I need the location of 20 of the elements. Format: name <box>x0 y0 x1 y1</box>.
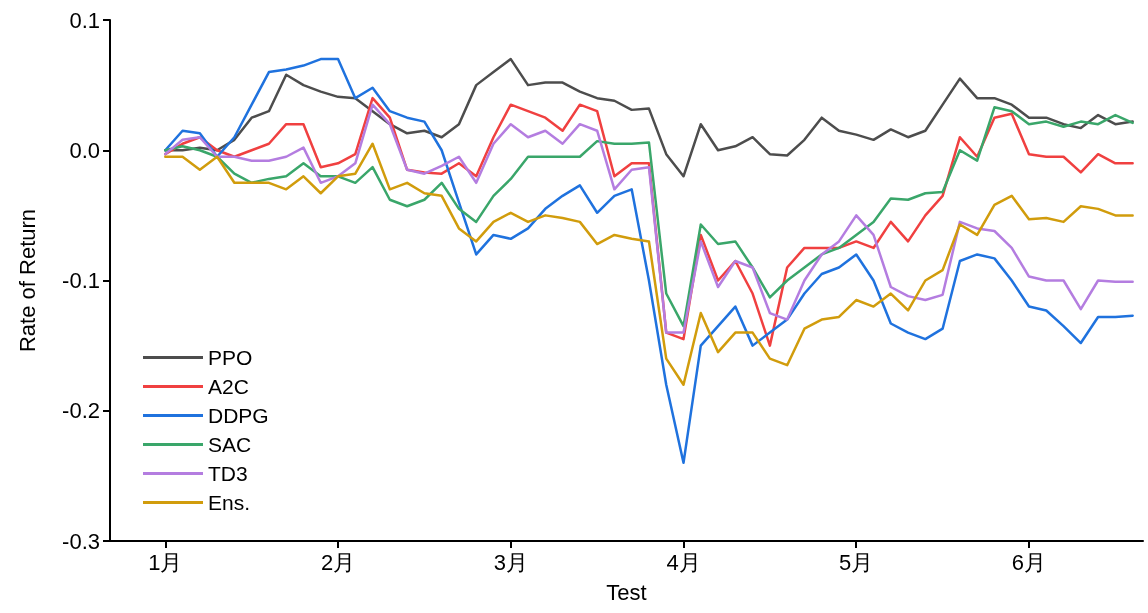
x-tick-label: 5月 <box>839 549 874 575</box>
x-tick-label: 4月 <box>666 549 701 575</box>
y-tick-label: -0.3 <box>62 528 100 554</box>
x-tick-label: 1月 <box>148 549 183 575</box>
y-tick-label: 0.1 <box>69 7 100 33</box>
line-series <box>164 57 1134 465</box>
legend-label: SAC <box>208 433 252 456</box>
x-tick-label: 3月 <box>493 549 528 575</box>
x-axis-title: Test <box>606 579 647 605</box>
y-tick-label: -0.1 <box>62 268 100 293</box>
x-tick-label: 6月 <box>1011 549 1047 575</box>
legend-label: DDPG <box>208 404 269 427</box>
y-tick-label: -0.2 <box>62 398 100 424</box>
y-axis-title: Rate of Return <box>14 208 40 353</box>
legend-label: PPO <box>208 346 253 369</box>
legend-label: TD3 <box>208 462 248 485</box>
y-tick-label: 0.0 <box>69 137 100 163</box>
x-tick-label: 2月 <box>320 549 356 575</box>
legend-label: A2C <box>208 375 249 398</box>
legend-label: Ens. <box>208 491 251 514</box>
